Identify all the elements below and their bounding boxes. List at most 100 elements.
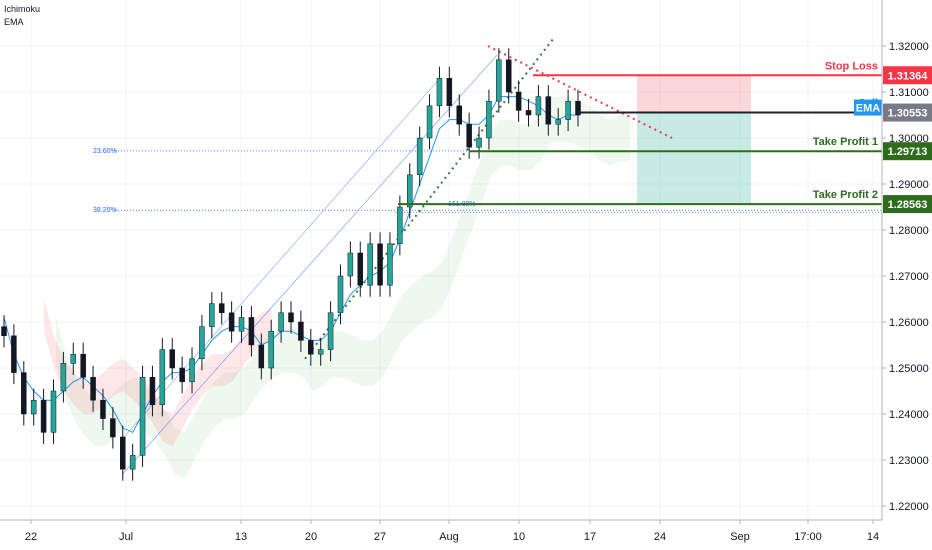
y-tick-label: 1.24000 <box>889 409 929 421</box>
x-tick-label: 24 <box>654 531 666 543</box>
fib-label: 23.60% <box>93 148 117 155</box>
level-value-1: 1.30553 <box>888 108 928 120</box>
candle-body <box>110 418 116 438</box>
candle-body <box>179 367 185 383</box>
x-tick-label: 10 <box>513 531 525 543</box>
candle-body <box>565 100 571 120</box>
candle-body <box>308 340 314 355</box>
candle-body <box>169 349 175 369</box>
candle-body <box>535 96 542 116</box>
x-tick-label: Jul <box>119 531 133 543</box>
candle-body <box>416 137 423 176</box>
candle-body <box>515 91 522 111</box>
ichimoku-cloud <box>44 96 630 479</box>
candle-body <box>129 455 136 470</box>
candle-body <box>248 317 255 346</box>
candle-body <box>466 123 472 148</box>
y-tick-label: 1.30000 <box>889 133 929 145</box>
level-name-3: Take Profit 2 <box>813 189 878 201</box>
x-tick-label: 22 <box>25 531 37 543</box>
time-axis[interactable]: 22 Jul 13 20 27 Aug 10 17 24 Sep 17:00 14 <box>0 519 882 543</box>
candle-body <box>120 436 126 470</box>
candle-body <box>298 321 304 341</box>
candle-body <box>486 100 492 139</box>
candle-body <box>189 358 195 383</box>
level-badge-2 <box>883 142 932 161</box>
candle-body <box>11 335 17 373</box>
candle-body <box>30 399 37 415</box>
candle-body <box>238 317 245 332</box>
candle-body <box>426 105 433 139</box>
resistance-trendline <box>487 45 673 139</box>
x-tick-label: 27 <box>374 531 386 543</box>
candle-body <box>575 100 581 116</box>
candle-body <box>476 137 482 148</box>
candle-body <box>505 59 512 93</box>
fib-label: 38.20% <box>93 207 117 214</box>
candle-body <box>278 312 284 332</box>
trend-lines <box>121 38 673 475</box>
candle-body <box>496 59 502 102</box>
candle-body <box>149 376 156 406</box>
channel-upper-2 <box>121 77 441 440</box>
x-tick-label: 13 <box>235 531 247 543</box>
candle-body <box>525 110 532 116</box>
candle-body <box>80 353 86 378</box>
candle-body <box>1 326 7 337</box>
candle-body <box>199 326 205 360</box>
level-name-0: Stop Loss <box>825 60 878 72</box>
candle-body <box>258 344 265 369</box>
grid <box>0 0 882 520</box>
y-tick-label: 1.23000 <box>889 455 929 467</box>
indicator-ichimoku-label[interactable]: Ichimoku <box>4 4 40 14</box>
price-axis[interactable]: 1.32000 1.31000 1.30000 1.29000 1.28000 1.270… <box>881 0 932 520</box>
candle-body <box>50 390 57 433</box>
candle-body <box>209 303 215 327</box>
candle-body <box>387 243 393 286</box>
candle-body <box>159 349 166 406</box>
candle-body <box>327 312 334 350</box>
cloud-bearish <box>44 299 272 447</box>
stop-loss-zone <box>637 75 751 113</box>
candle-body <box>367 243 373 286</box>
candle-body <box>268 330 274 369</box>
y-tick-label: 1.32000 <box>889 41 929 53</box>
candle-body <box>60 363 67 392</box>
candle-body <box>337 275 344 314</box>
x-tick-label: 20 <box>305 531 317 543</box>
candle-body <box>456 105 462 125</box>
level-name-2: Take Profit 1 <box>813 136 878 148</box>
level-value-2: 1.29713 <box>888 146 928 158</box>
indicator-ema-label[interactable]: EMA <box>4 17 24 27</box>
support-trendline <box>304 38 554 360</box>
level-badge-0 <box>883 66 932 85</box>
level-badge-3 <box>883 195 932 214</box>
y-tick-label: 1.26000 <box>889 317 929 329</box>
candle-body <box>100 399 106 419</box>
channel-upper <box>121 54 498 475</box>
y-tick-label: 1.28000 <box>889 225 929 237</box>
x-tick-label: 17 <box>584 531 596 543</box>
y-tick-label: 1.27000 <box>889 271 929 283</box>
candles <box>1 48 581 481</box>
candle-body <box>436 77 443 107</box>
x-tick-label: 17:00 <box>794 531 822 543</box>
candle-body <box>288 312 294 323</box>
candle-body <box>545 96 552 125</box>
y-tick-label: 1.22000 <box>889 501 929 513</box>
ema-badge <box>854 99 882 116</box>
level-value-3: 1.28563 <box>888 199 928 211</box>
y-tick-label: 1.29000 <box>889 179 929 191</box>
candle-body <box>139 376 146 456</box>
candle-body <box>70 353 77 364</box>
ema-badge-text: EMA <box>856 103 881 115</box>
candle-body <box>446 77 453 107</box>
candle-body <box>21 372 27 415</box>
candle-body <box>317 349 324 355</box>
x-tick-label: Sep <box>730 531 750 543</box>
candle-body <box>407 174 413 208</box>
candle-body <box>555 119 561 125</box>
